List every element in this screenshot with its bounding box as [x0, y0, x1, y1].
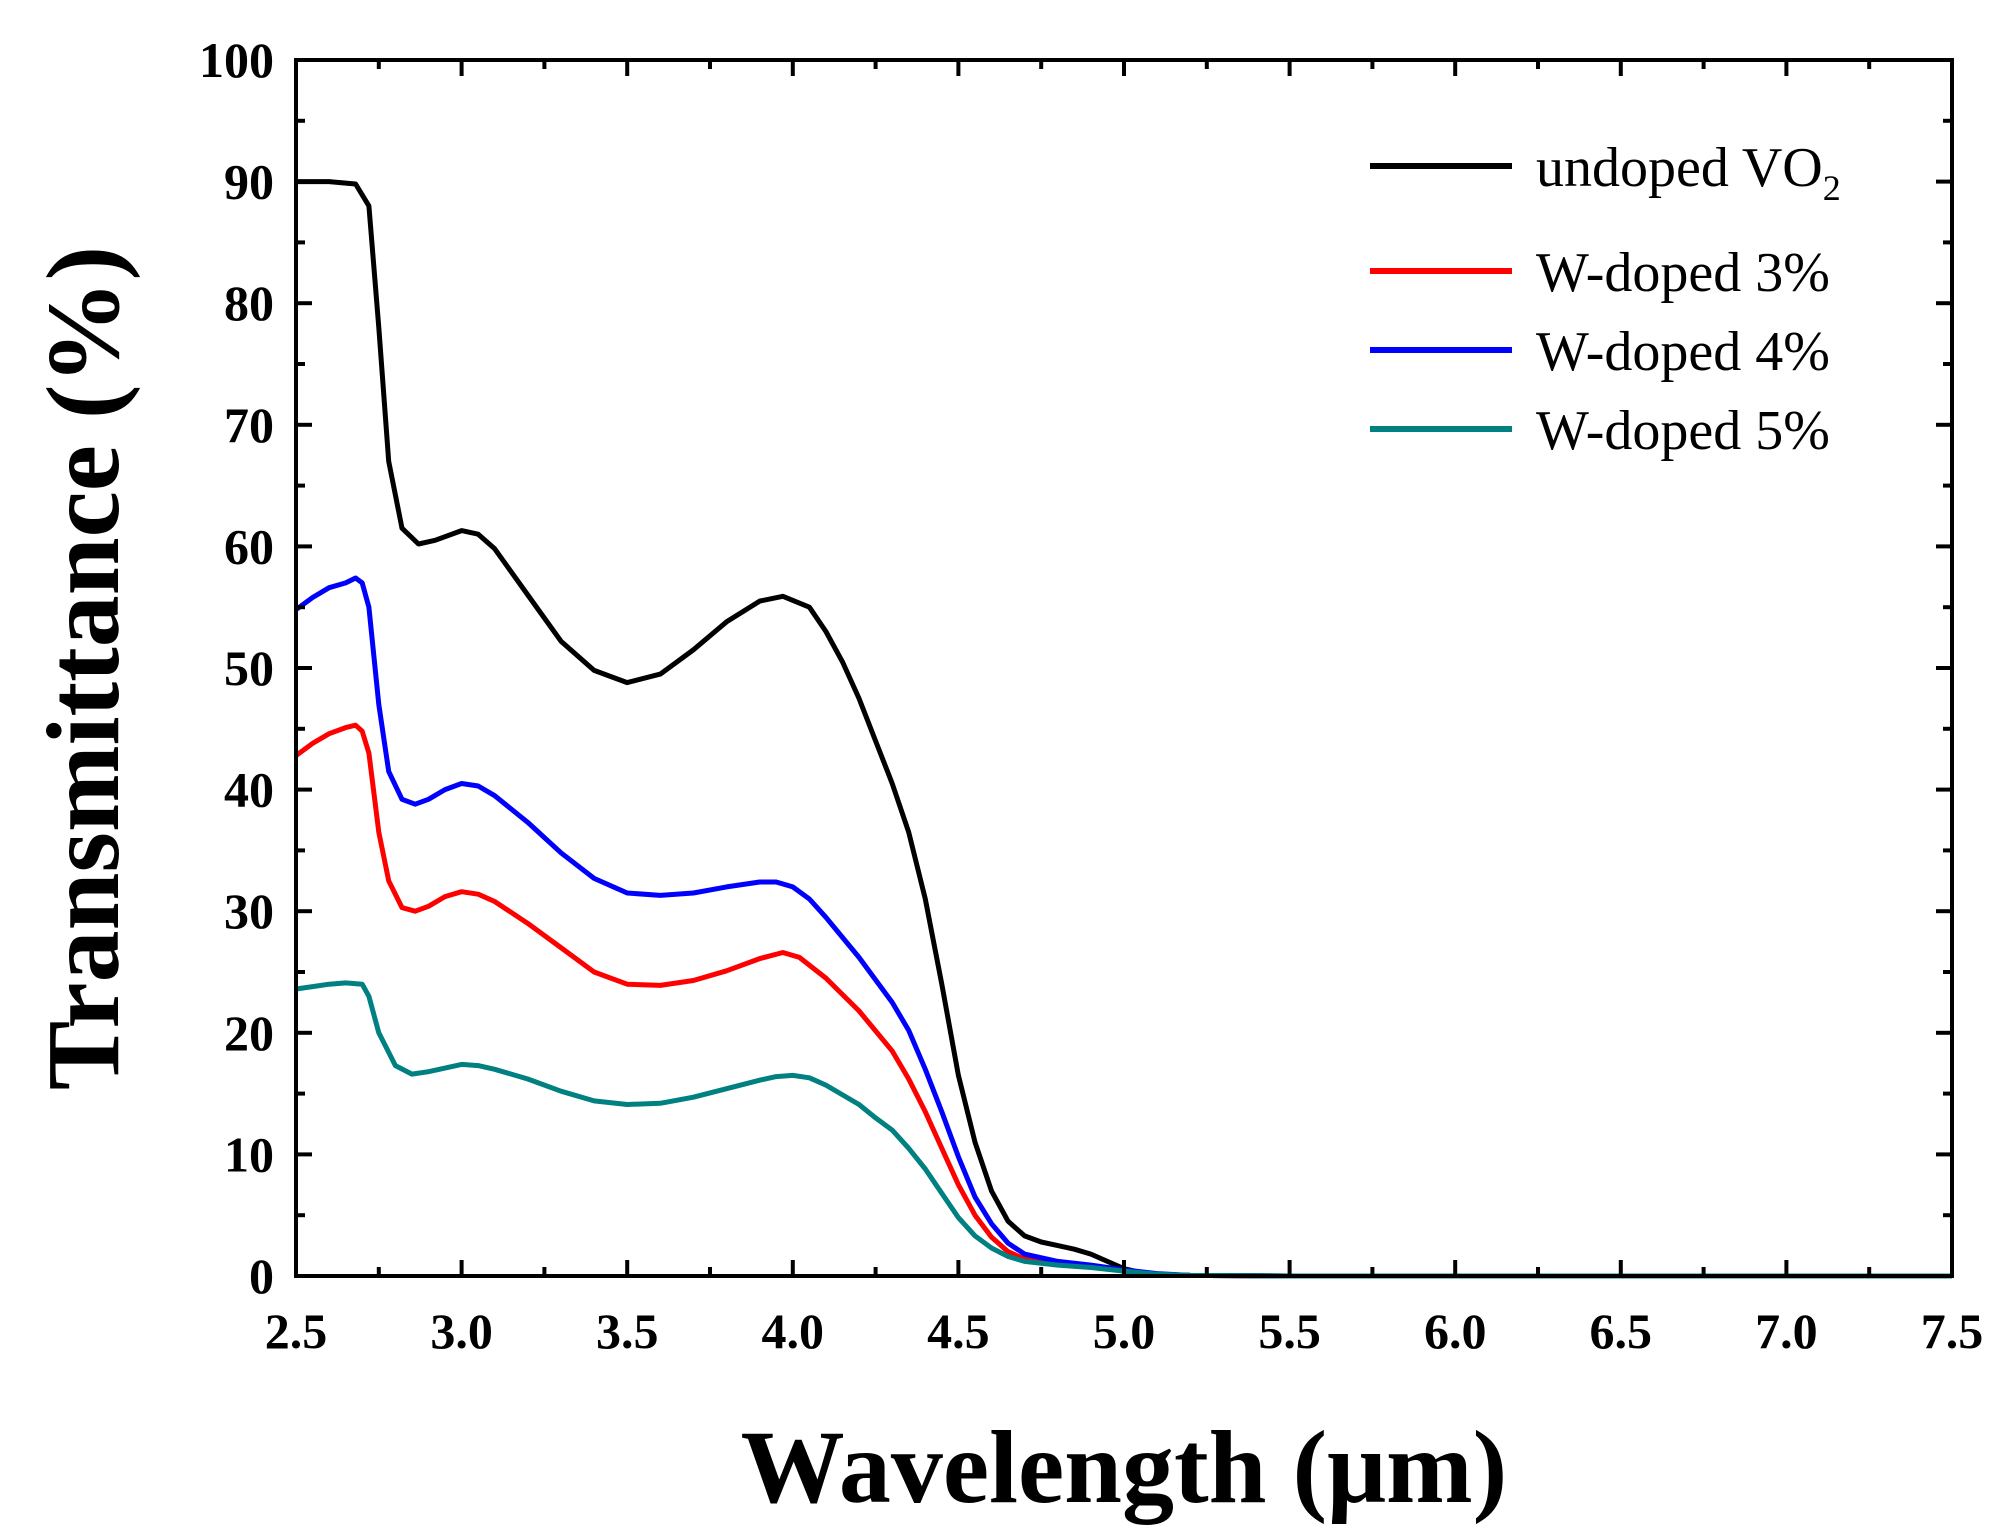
y-tick-label: 40 — [224, 762, 274, 818]
y-tick-label: 100 — [199, 32, 274, 88]
x-tick-label: 6.0 — [1424, 1303, 1487, 1359]
x-tick-label: 3.5 — [596, 1303, 659, 1359]
y-tick-label: 70 — [224, 397, 274, 453]
x-tick-label: 4.5 — [927, 1303, 990, 1359]
y-tick-label: 80 — [224, 275, 274, 331]
legend-label-3: W-doped 4% — [1536, 321, 1830, 383]
y-tick-label: 90 — [224, 154, 274, 210]
x-tick-label: 6.5 — [1590, 1303, 1653, 1359]
x-tick-label: 2.5 — [265, 1303, 328, 1359]
y-axis-title: Transmittance (%) — [26, 246, 141, 1090]
y-tick-label: 50 — [224, 640, 274, 696]
legend-label-1: undoped VO2 — [1536, 137, 1841, 208]
y-tick-label: 10 — [224, 1126, 274, 1182]
axis-layer: 2.5 3.0 3.5 4.0 4.5 5.0 5.5 6.0 6.5 7.0 7.5 0 10 20 30… — [199, 32, 1983, 1359]
y-tick-label: 60 — [224, 518, 274, 574]
x-tick-label: 5.0 — [1093, 1303, 1156, 1359]
y-tick-label: 30 — [224, 883, 274, 939]
x-tick-label: 4.0 — [762, 1303, 825, 1359]
x-tick-label: 3.0 — [430, 1303, 493, 1359]
y-tick-label: 0 — [249, 1248, 274, 1304]
series-line-4 — [295, 980, 1952, 1279]
x-axis-title: Wavelength (μm) — [741, 1410, 1508, 1525]
x-tick-label: 5.5 — [1258, 1303, 1321, 1359]
legend-label-2: W-doped 3% — [1536, 242, 1830, 304]
x-tick-label: 7.0 — [1755, 1303, 1818, 1359]
x-tick-label: 7.5 — [1921, 1303, 1984, 1359]
legend-label-subscript: 2 — [1823, 168, 1841, 208]
legend-label-4: W-doped 5% — [1536, 400, 1830, 462]
legend: undoped VO2 W-doped 3% W-doped 4% W-doped 5… — [1370, 137, 1841, 462]
y-tick-label: 20 — [224, 1005, 274, 1061]
